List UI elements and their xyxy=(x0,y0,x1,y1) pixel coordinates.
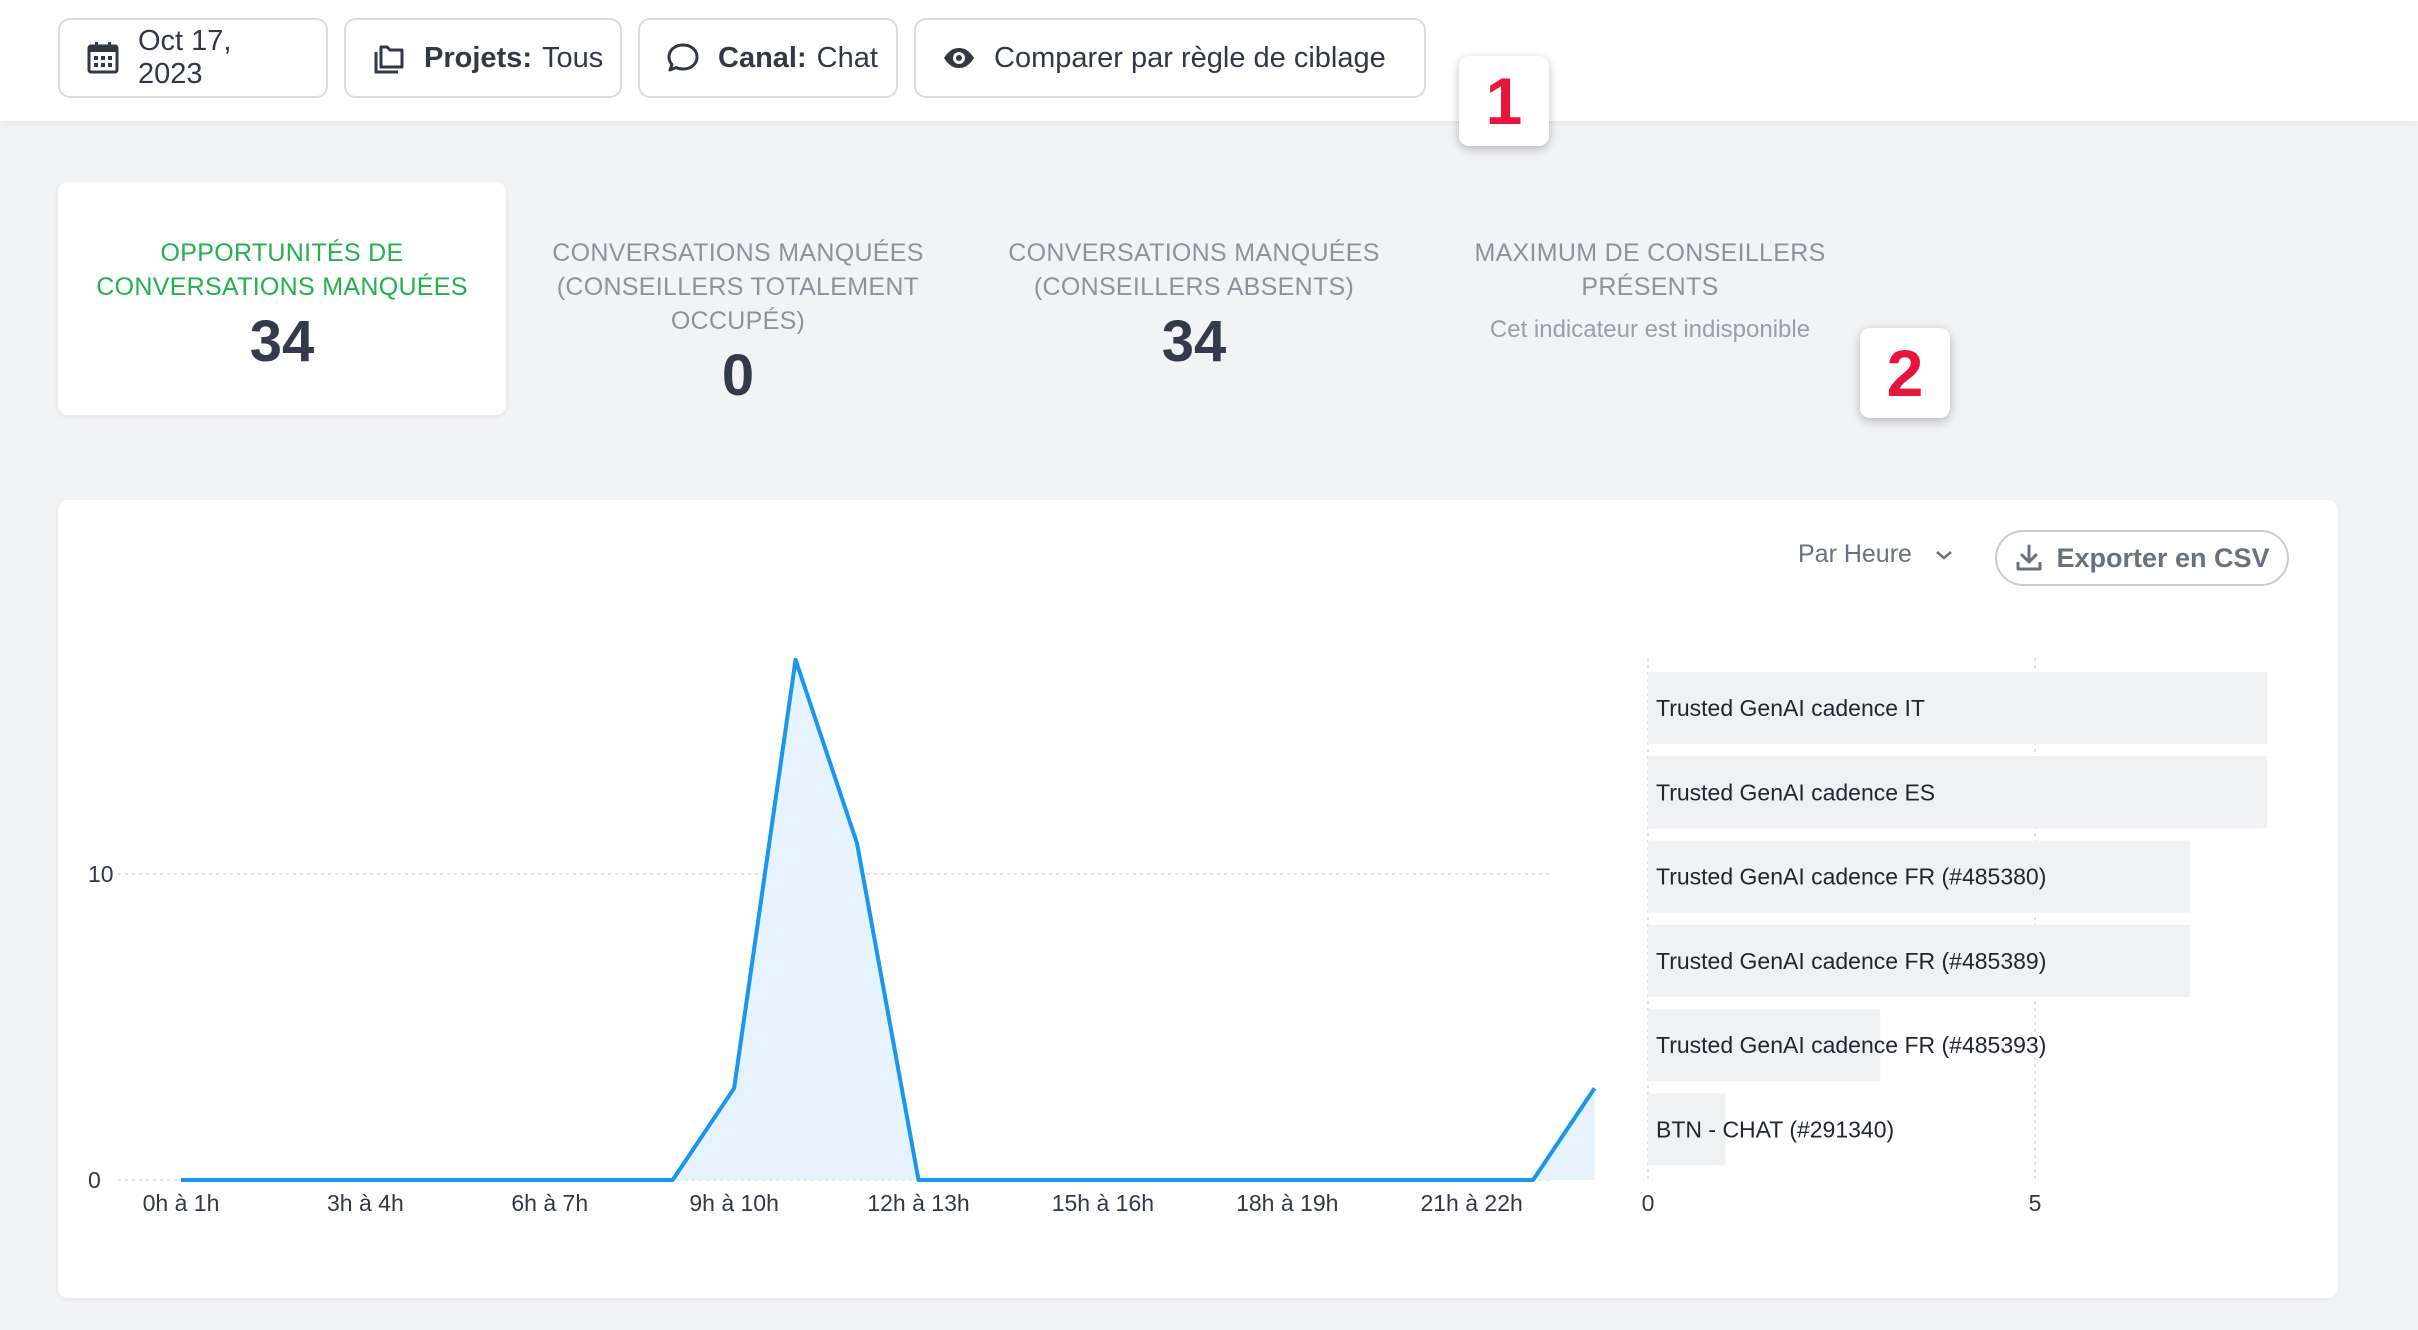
kpi-label-line: (CONSEILLERS TOTALEMENT xyxy=(556,273,920,301)
series-area xyxy=(181,659,1595,1180)
kpi-label: MAXIMUM DE CONSEILLERS PRÉSENTS xyxy=(1430,236,1870,304)
channel-filter-button[interactable]: Canal: Chat xyxy=(638,18,898,98)
projects-filter-button[interactable]: Projets: Tous xyxy=(344,18,622,98)
x-tick-label: 0h à 1h xyxy=(143,1190,220,1216)
folders-icon xyxy=(372,41,406,75)
kpi-label-line: CONVERSATIONS MANQUÉES xyxy=(1008,239,1380,267)
series-line xyxy=(181,657,1597,1182)
kpi-missed-absent[interactable]: CONVERSATIONS MANQUÉES (CONSEILLERS ABSE… xyxy=(974,236,1414,375)
kpi-label-line: CONVERSATIONS MANQUÉES xyxy=(96,273,468,301)
x-tick-label: 12h à 13h xyxy=(867,1190,969,1216)
kpi-label-line: OCCUPÉS) xyxy=(670,307,806,335)
kpi-unavailable-text: Cet indicateur est indisponible xyxy=(1489,316,1811,343)
kpi-card-selected[interactable] xyxy=(58,182,506,415)
kpi-missed-opportunities[interactable]: OPPORTUNITÉS DE CONVERSATIONS MANQUÉES 3… xyxy=(58,236,506,375)
kpi-label-line: CONVERSATIONS MANQUÉES xyxy=(552,239,924,267)
annotation-marker-2: 2 xyxy=(1860,328,1950,418)
projects-filter-label: Projets: xyxy=(424,41,532,74)
kpi-label-line: (CONSEILLERS ABSENTS) xyxy=(1033,273,1355,301)
kpi-value: 34 xyxy=(1161,309,1227,374)
x-tick-label: 6h à 7h xyxy=(511,1190,588,1216)
x-tick-label: 18h à 19h xyxy=(1236,1190,1338,1216)
date-filter-value: Oct 17, 2023 xyxy=(138,25,232,90)
calendar-icon xyxy=(86,41,120,75)
download-icon xyxy=(2014,543,2044,573)
channel-filter-label: Canal: xyxy=(718,41,807,74)
x-tick-label: 21h à 22h xyxy=(1420,1190,1522,1216)
x-tick-label: 3h à 4h xyxy=(327,1190,404,1216)
kpi-label-line: OPPORTUNITÉS DE xyxy=(160,239,404,267)
x-tick-label: 9h à 10h xyxy=(689,1190,779,1216)
kpi-label: CONVERSATIONS MANQUÉES (CONSEILLERS ABSE… xyxy=(974,236,1414,304)
kpi-missed-fully-busy[interactable]: CONVERSATIONS MANQUÉES (CONSEILLERS TOTA… xyxy=(518,236,958,409)
chevron-down-icon xyxy=(1934,542,1954,568)
projects-filter-value: Tous xyxy=(541,41,604,74)
annotation-marker-1: 1 xyxy=(1459,56,1549,146)
x-tick-label: 15h à 16h xyxy=(1052,1190,1154,1216)
eye-icon xyxy=(942,41,976,75)
granularity-select[interactable]: Par Heure xyxy=(1798,540,1954,569)
compare-targeting-button[interactable]: Comparer par règle de ciblage xyxy=(914,18,1426,98)
kpi-value: 34 xyxy=(249,309,315,374)
chat-bubble-icon xyxy=(666,41,700,75)
kpi-max-agents[interactable]: MAXIMUM DE CONSEILLERS PRÉSENTS Cet indi… xyxy=(1430,236,1870,344)
channel-filter-value: Chat xyxy=(816,41,878,74)
kpi-label: OPPORTUNITÉS DE CONVERSATIONS MANQUÉES xyxy=(58,236,506,304)
granularity-value: Par Heure xyxy=(1798,540,1912,568)
kpi-label: CONVERSATIONS MANQUÉES (CONSEILLERS TOTA… xyxy=(518,236,958,338)
kpi-label-line: PRÉSENTS xyxy=(1581,273,1719,301)
y-tick-label: 0 xyxy=(88,1167,101,1193)
compare-targeting-label: Comparer par règle de ciblage xyxy=(994,41,1386,74)
export-csv-button[interactable]: Exporter en CSV xyxy=(1995,530,2289,586)
export-csv-label: Exporter en CSV xyxy=(2056,542,2270,573)
filter-bar: Oct 17, 2023 Projets: Tous Canal: Chat C… xyxy=(0,0,2418,121)
y-tick-label: 10 xyxy=(88,861,114,887)
date-filter-button[interactable]: Oct 17, 2023 xyxy=(58,18,328,98)
kpi-value: 0 xyxy=(721,343,755,408)
kpi-label-line: MAXIMUM DE CONSEILLERS xyxy=(1474,239,1826,267)
